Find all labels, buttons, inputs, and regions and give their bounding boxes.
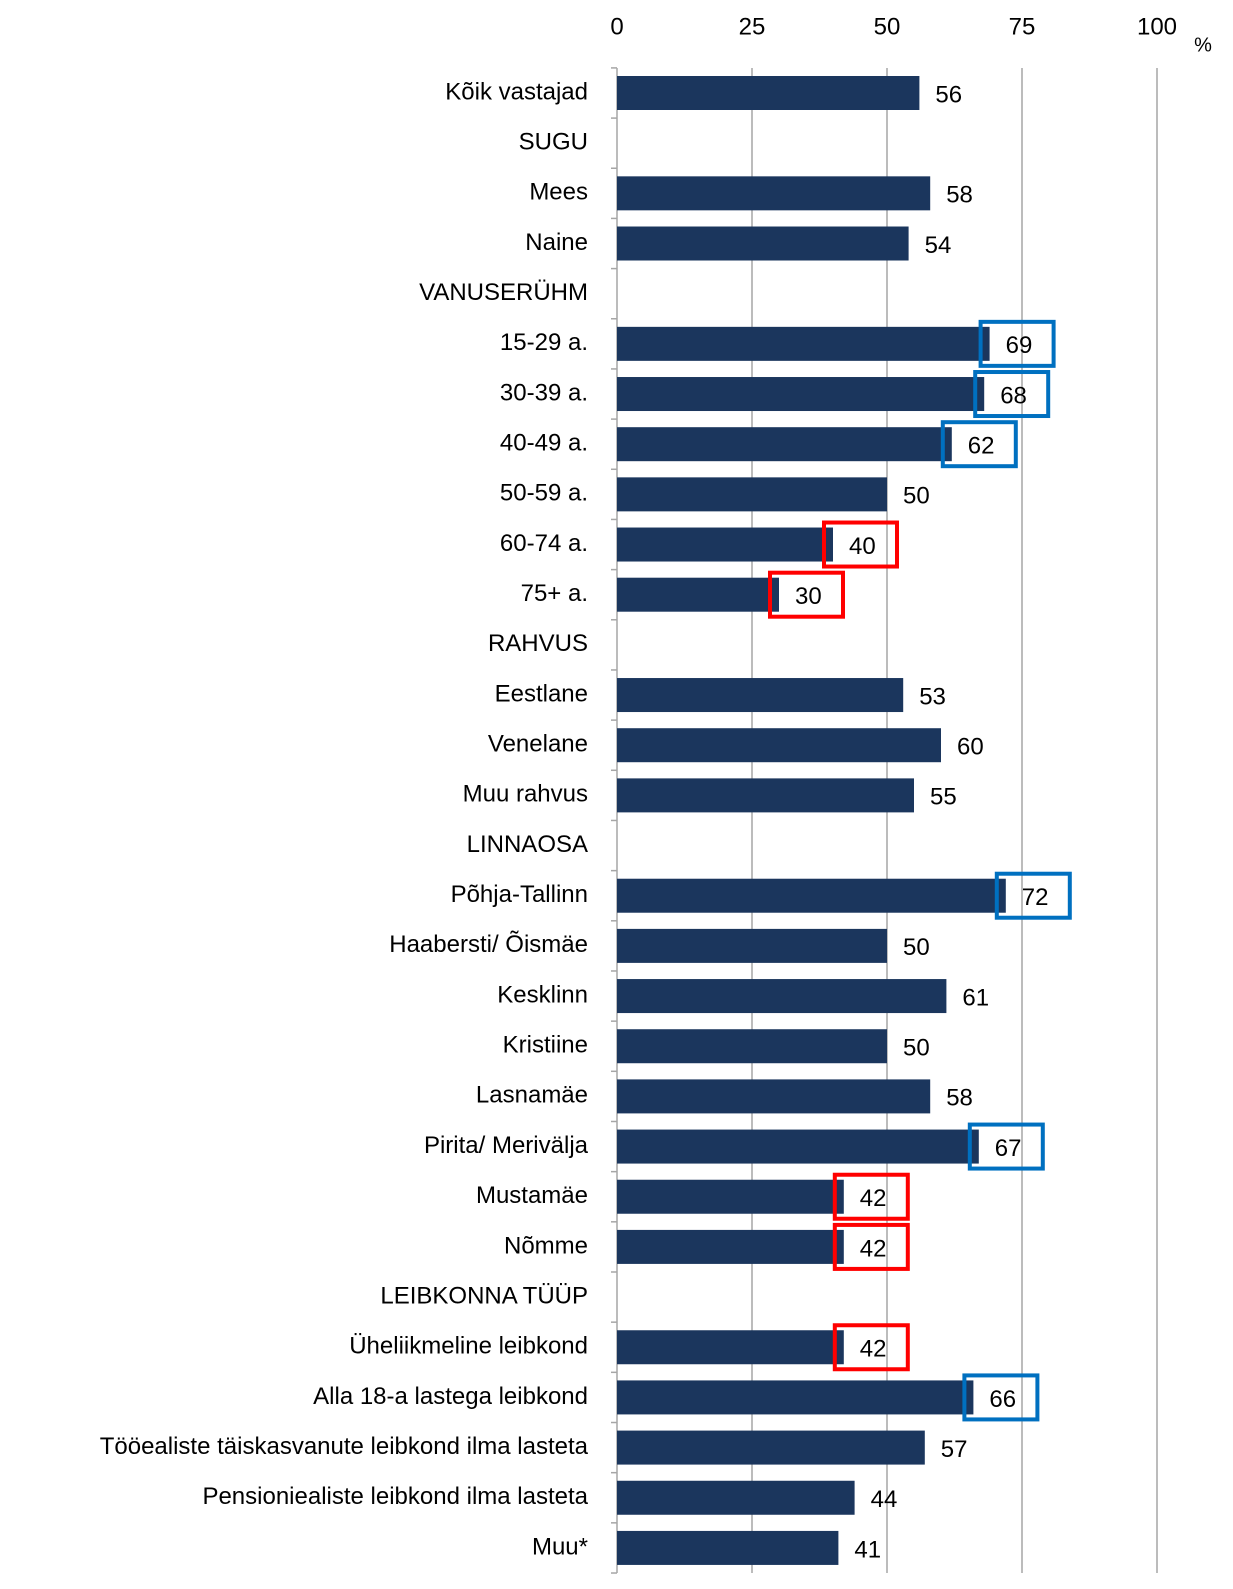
category-label: 40-49 a. xyxy=(500,430,588,457)
bar xyxy=(617,1079,931,1114)
bar xyxy=(617,427,952,462)
value-label: 42 xyxy=(860,1185,887,1212)
bar xyxy=(617,527,833,562)
highlight-box xyxy=(994,871,1072,920)
value-label: 57 xyxy=(941,1436,968,1463)
x-tick-label: 100 xyxy=(1137,13,1177,40)
x-tick-label: 0 xyxy=(610,13,623,40)
bar xyxy=(617,728,941,763)
highlight-box xyxy=(832,1323,910,1372)
value-label: 50 xyxy=(903,934,930,961)
value-label: 66 xyxy=(989,1386,1016,1413)
category-label: Kõik vastajad xyxy=(445,78,588,105)
highlight-box xyxy=(822,520,899,569)
category-label: Naine xyxy=(525,229,588,256)
x-tick-label: 50 xyxy=(874,13,901,40)
category-label: Alla 18-a lastega leibkond xyxy=(313,1383,588,1410)
value-label: 55 xyxy=(930,784,957,811)
category-label: VANUSERÜHM xyxy=(419,279,588,306)
highlight-box xyxy=(978,319,1056,368)
category-label: Kristiine xyxy=(503,1032,588,1059)
category-label: Pensioniealiste leibkond ilma lasteta xyxy=(202,1483,588,1510)
bar xyxy=(617,1029,887,1064)
value-label: 54 xyxy=(925,232,952,259)
category-label: Eestlane xyxy=(495,680,588,707)
category-label: 30-39 a. xyxy=(500,379,588,406)
highlight-box xyxy=(962,1373,1040,1422)
category-label: Muu* xyxy=(532,1533,588,1560)
category-label: Pirita/ Merivälja xyxy=(424,1132,589,1159)
bar xyxy=(617,678,904,713)
category-label: Haabersti/ Õismäe xyxy=(389,930,588,958)
bar xyxy=(617,928,887,963)
category-label: Mustamäe xyxy=(476,1182,588,1209)
bar xyxy=(617,1380,974,1415)
category-label: Tööealiste täiskasvanute leibkond ilma l… xyxy=(100,1433,589,1460)
category-label: LEIBKONNA TÜÜP xyxy=(380,1282,588,1309)
bar xyxy=(617,1330,844,1365)
bar xyxy=(617,778,914,813)
bar xyxy=(617,1430,925,1465)
category-label: 75+ a. xyxy=(521,580,588,607)
value-label: 68 xyxy=(1000,382,1027,409)
value-label: 69 xyxy=(1006,332,1033,359)
category-label: 15-29 a. xyxy=(500,329,588,356)
value-label: 42 xyxy=(860,1336,887,1363)
value-label: 50 xyxy=(903,483,930,510)
bar xyxy=(617,76,920,110)
value-label: 41 xyxy=(854,1536,881,1563)
value-label: 62 xyxy=(968,433,995,460)
x-tick-label: 25 xyxy=(739,13,766,40)
category-label: Lasnamäe xyxy=(476,1082,588,1109)
bar xyxy=(617,176,931,211)
category-label: Põhja-Tallinn xyxy=(451,881,588,908)
bar xyxy=(617,1129,979,1164)
bar xyxy=(617,226,909,261)
category-label: Nõmme xyxy=(504,1232,588,1259)
category-label: Kesklinn xyxy=(497,981,588,1008)
bar xyxy=(617,577,779,612)
category-label: SUGU xyxy=(519,129,588,156)
category-label: Muu rahvus xyxy=(463,781,588,808)
value-label: 58 xyxy=(946,182,973,209)
highlight-box xyxy=(973,370,1051,419)
value-label: 40 xyxy=(849,533,876,560)
value-label: 60 xyxy=(957,734,984,761)
value-label: 56 xyxy=(935,81,962,108)
unit-label: % xyxy=(1194,34,1212,56)
category-label: 50-59 a. xyxy=(500,480,588,507)
bar xyxy=(617,477,887,512)
bar xyxy=(617,326,990,361)
category-label: Mees xyxy=(529,179,588,206)
x-tick-label: 75 xyxy=(1009,13,1036,40)
category-label: Venelane xyxy=(488,731,588,758)
highlight-box xyxy=(832,1222,910,1271)
highlight-box xyxy=(768,570,845,619)
category-label: Üheliikmeline leibkond xyxy=(349,1333,588,1360)
value-label: 58 xyxy=(946,1085,973,1112)
bar xyxy=(617,377,985,412)
bar xyxy=(617,1530,839,1565)
category-label: 60-74 a. xyxy=(500,530,588,557)
value-label: 50 xyxy=(903,1035,930,1062)
value-label: 61 xyxy=(962,984,989,1011)
highlight-box xyxy=(967,1122,1045,1171)
bar xyxy=(617,878,1006,913)
value-label: 67 xyxy=(995,1135,1022,1162)
value-label: 30 xyxy=(795,583,822,610)
category-label: RAHVUS xyxy=(488,630,588,657)
bar xyxy=(617,1179,844,1214)
highlight-box xyxy=(832,1172,910,1221)
highlight-box xyxy=(940,420,1018,469)
value-label: 42 xyxy=(860,1235,887,1262)
value-label: 72 xyxy=(1022,884,1049,911)
bar xyxy=(617,1229,844,1264)
category-label: LINNAOSA xyxy=(467,831,588,858)
value-label: 53 xyxy=(919,683,946,710)
bar xyxy=(617,1480,855,1515)
value-label: 44 xyxy=(871,1486,898,1513)
bar xyxy=(617,979,947,1014)
